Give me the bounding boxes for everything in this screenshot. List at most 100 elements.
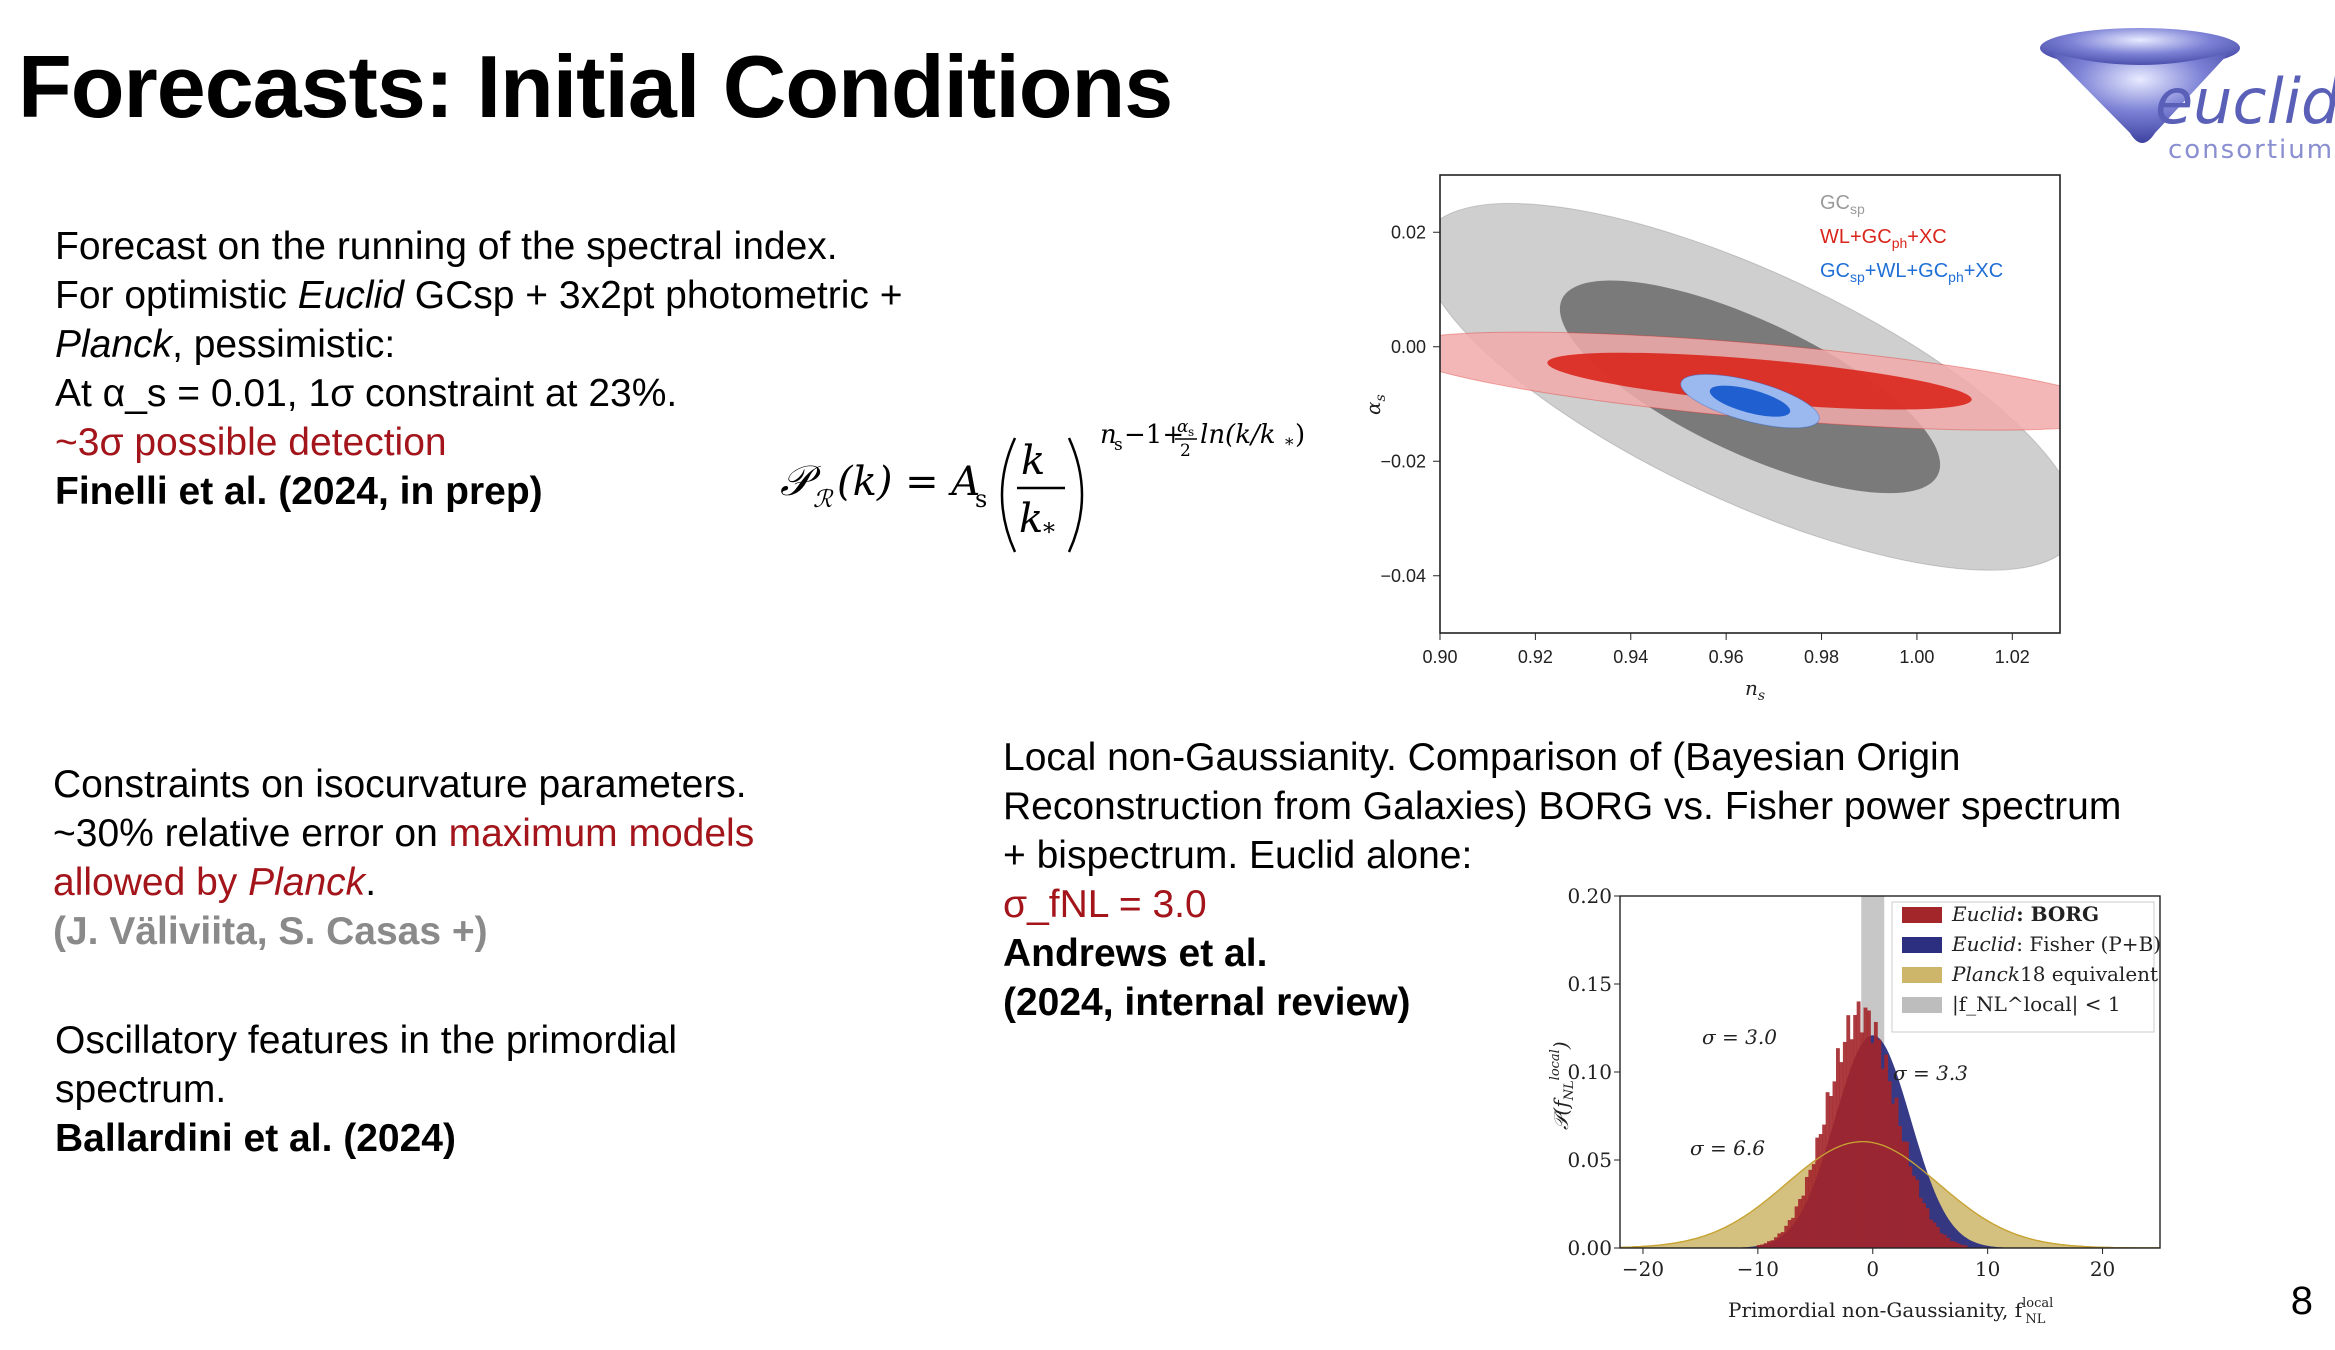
- fnl-xtick-label: −20: [1622, 1257, 1664, 1281]
- nongauss-block: Local non-Gaussianity. Comparison of (Ba…: [1003, 733, 2303, 1027]
- borg-bar: [1822, 1124, 1827, 1248]
- borg-bar: [1963, 1245, 1968, 1248]
- iso-line1: Constraints on isocurvature parameters.: [53, 763, 747, 806]
- contour-1-inner: [1547, 352, 1972, 410]
- running-line2-em: Euclid: [297, 274, 404, 317]
- contour-xtick-label: 0.92: [1518, 647, 1553, 667]
- running-line3-post: , pessimistic:: [172, 323, 396, 366]
- fnl-ytick-label: 0.05: [1567, 1148, 1612, 1172]
- borg-bar: [1894, 1097, 1899, 1248]
- contour-xtick-label: 0.98: [1804, 647, 1839, 667]
- logo-text: euclid: [2155, 65, 2335, 138]
- formula-exp-frac-num: α: [1177, 417, 1189, 437]
- ng-line2: Reconstruction from Galaxies) BORG vs. F…: [1003, 785, 2122, 828]
- contour-xtick-label: 1.02: [1995, 647, 2030, 667]
- borg-bar: [1867, 1010, 1871, 1248]
- fnl-legend-label-2: Planck18 equivalent: [1951, 962, 2158, 986]
- borg-bar: [1898, 1125, 1902, 1248]
- borg-bar: [1777, 1233, 1782, 1248]
- fnl-legend-label-0: Euclid: BORG: [1951, 902, 2099, 926]
- running-citation: Finelli et al. (2024, in prep): [55, 470, 543, 513]
- contour-ytick-label: 0.00: [1391, 337, 1426, 357]
- running-block: Forecast on the running of the spectral …: [55, 222, 1015, 516]
- borg-bar: [1953, 1241, 1958, 1248]
- borg-bar: [1870, 1043, 1875, 1248]
- fnl-ytick-label: 0.10: [1567, 1060, 1612, 1084]
- formula-exp-c: ln(k/k: [1200, 420, 1275, 450]
- borg-bar: [1853, 1014, 1858, 1248]
- ng-citation2: (2024, internal review): [1003, 981, 1411, 1024]
- fnl-legend-swatch-0: [1902, 907, 1942, 923]
- borg-bar: [1904, 1141, 1909, 1248]
- fnl-annotation-1: σ = 3.3: [1893, 1061, 1968, 1085]
- contour-frame: [1439, 174, 2061, 634]
- borg-bar: [1760, 1244, 1765, 1248]
- borg-bar: [1946, 1237, 1951, 1248]
- borg-bar: [1935, 1226, 1940, 1248]
- borg-bar: [1915, 1179, 1920, 1248]
- borg-bar: [1884, 1054, 1889, 1248]
- borg-bar: [1829, 1096, 1833, 1248]
- borg-bar: [1798, 1199, 1802, 1248]
- borg-bar: [1956, 1243, 1961, 1248]
- iso-line3-em: Planck: [248, 861, 366, 904]
- planck-outline: [1620, 1140, 2160, 1248]
- formula-exp-b: −1+: [1124, 420, 1184, 450]
- formula-exp-frac-den: 2: [1180, 441, 1191, 461]
- iso-line3: allowed by Planck.: [53, 858, 953, 907]
- legend-gcsp: GCsp: [1820, 192, 1865, 217]
- oscillatory-block: Oscillatory features in the primordial s…: [55, 1016, 955, 1163]
- fnl-yticks: 0.00 0.05 0.10 0.15 0.20: [1567, 884, 1620, 1260]
- fnl-xtick-label: 0: [1866, 1257, 1879, 1281]
- fnl-xtick-label: 10: [1975, 1257, 2000, 1281]
- fnl-annotation-0: σ = 3.0: [1702, 1025, 1777, 1049]
- logo-subtext: consortium: [2168, 135, 2334, 165]
- fnl-legend-swatch-1: [1902, 937, 1942, 953]
- fnl-chart: −20 −10 0 10 20 0.00 0.05 0.10 0.15 0.20 σ = 3.0…: [1548, 884, 2161, 1327]
- contour-legend: GCsp WL+GCph+XC GCsp+WL+GCph+XC: [1820, 192, 2003, 285]
- running-line4: At α_s = 0.01, 1σ constraint at 23%.: [55, 372, 678, 415]
- formula-exp-frac-num-sub: s: [1188, 425, 1194, 439]
- borg-bar: [1794, 1206, 1799, 1248]
- euclid-logo: euclid consortium: [2040, 28, 2335, 165]
- iso-citation: (J. Väliviita, S. Casas +): [53, 910, 488, 953]
- borg-bar: [1918, 1197, 1923, 1248]
- iso-line3-post: .: [365, 861, 377, 904]
- contour-xtick-label: 1.00: [1899, 647, 1934, 667]
- fnl-plot-area: [1620, 896, 2160, 1248]
- borg-bar: [1804, 1176, 1809, 1248]
- galaxy-icon: [2040, 28, 2240, 68]
- formula-rparen: [1067, 437, 1084, 553]
- fnl-annotation-2: σ = 6.6: [1690, 1136, 1765, 1160]
- contour-xtick-label: 0.96: [1709, 647, 1744, 667]
- fnl-xlabel: Primordial non-Gaussianity, flocal NL: [1728, 1296, 2053, 1327]
- borg-bar: [1773, 1237, 1778, 1248]
- iso-line3-red: allowed by: [53, 861, 249, 904]
- borg-bar: [1922, 1203, 1927, 1248]
- fnl-ytick-label: 0.15: [1567, 972, 1612, 996]
- contour-2-inner: [1709, 385, 1791, 417]
- contour-ylabel: αs: [1361, 394, 1389, 415]
- borg-bar: [1911, 1175, 1916, 1248]
- osc-line1: Oscillatory features in the primordial: [55, 1019, 678, 1062]
- formula-frac-den-sub: *: [1043, 518, 1055, 546]
- borg-bar: [1849, 1039, 1854, 1248]
- contour-xtick-label: 0.90: [1422, 647, 1457, 667]
- formula-exp-d: ): [1295, 420, 1305, 450]
- formula-lparen: [1000, 437, 1017, 553]
- borg-bar: [1787, 1220, 1792, 1248]
- borg-bar: [1863, 1007, 1868, 1248]
- borg-bar: [1791, 1217, 1796, 1248]
- power-spectrum-formula: 𝒫 ℛ (k) = A s k k * n s −1+ α s 2 ln(k/k…: [780, 417, 1305, 553]
- borg-bar: [1839, 1062, 1844, 1248]
- formula-lhs-arg: (k) = A: [837, 459, 980, 505]
- borg-bar: [1767, 1241, 1771, 1248]
- fnl-xticks: −20 −10 0 10 20: [1622, 1248, 2115, 1281]
- borg-bar: [1811, 1164, 1816, 1248]
- slide-title: Forecasts: Initial Conditions: [18, 37, 1173, 136]
- borg-bar: [1770, 1240, 1775, 1248]
- legend-wl: WL+GCph+XC: [1820, 226, 1947, 251]
- fnl-legend-label-1: Euclid: Fisher (P+B): [1951, 932, 2161, 956]
- borg-bar: [1932, 1222, 1937, 1248]
- fnl-legend-label-3: |f_NL^local| < 1: [1952, 992, 2121, 1017]
